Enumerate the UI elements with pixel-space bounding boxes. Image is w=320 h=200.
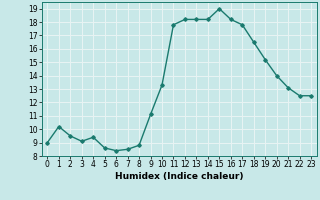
- X-axis label: Humidex (Indice chaleur): Humidex (Indice chaleur): [115, 172, 244, 181]
